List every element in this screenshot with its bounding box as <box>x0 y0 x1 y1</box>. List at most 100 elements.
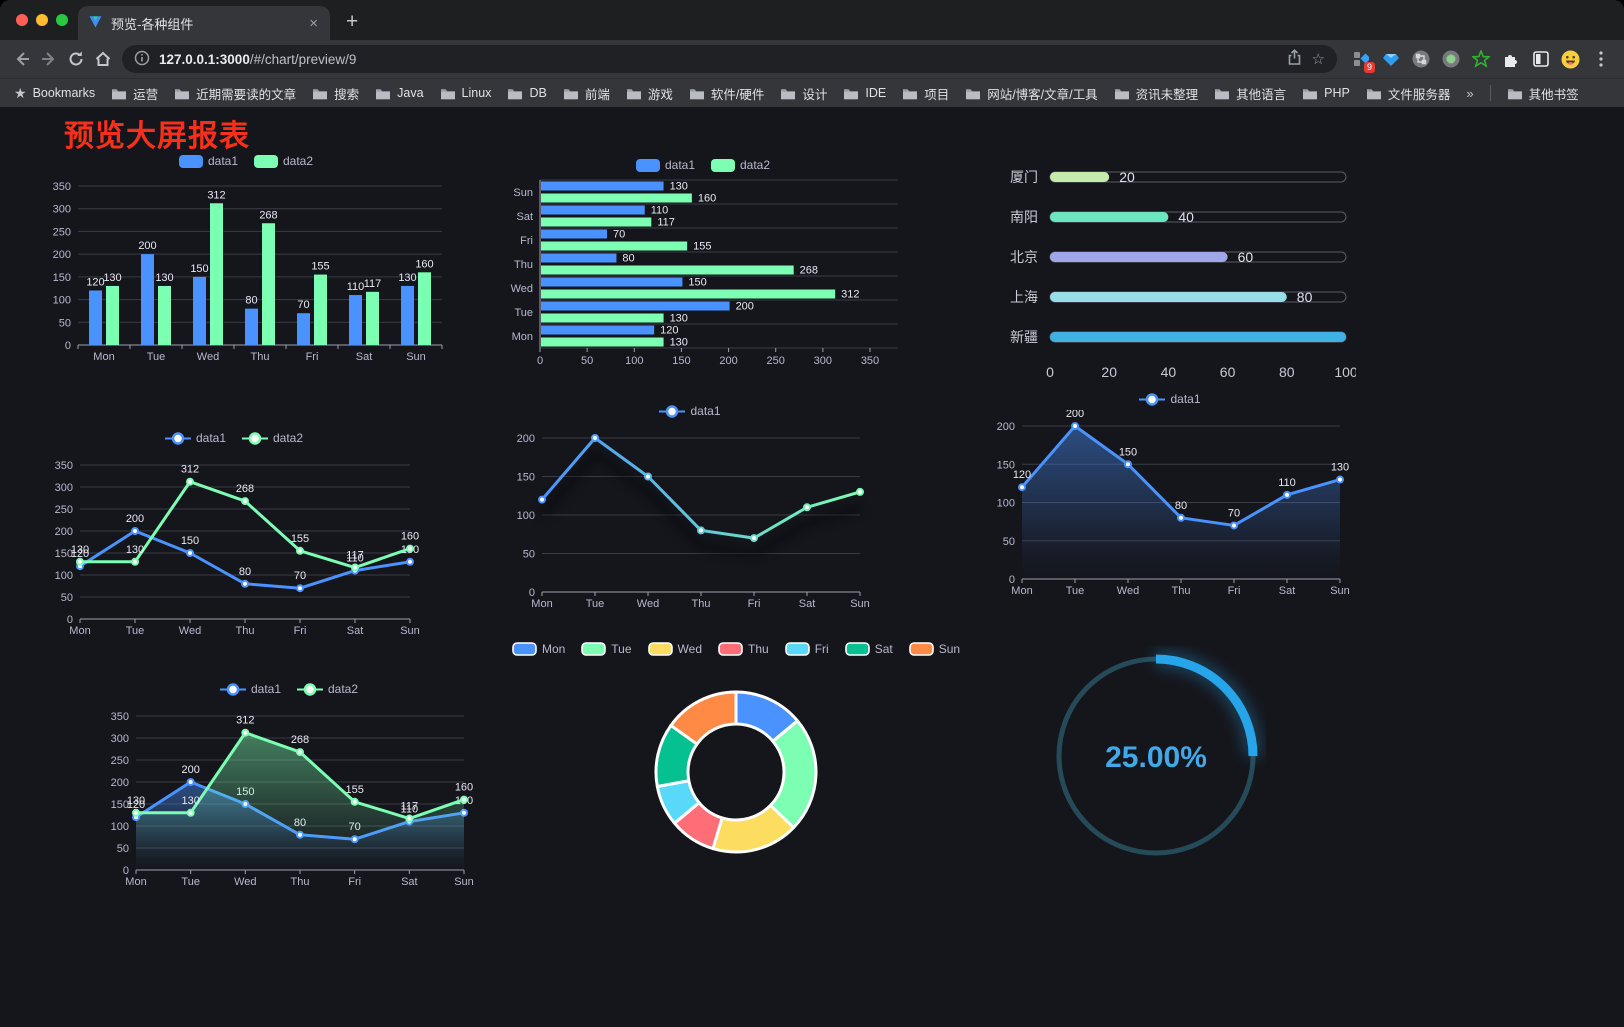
bookmark-folder[interactable]: 搜索 <box>312 84 359 103</box>
legend-item[interactable]: Wed <box>647 642 702 656</box>
bookmark-folder[interactable]: IDE <box>843 86 886 100</box>
svg-text:200: 200 <box>126 513 144 525</box>
svg-text:200: 200 <box>138 240 156 252</box>
maximize-window-button[interactable] <box>56 14 68 26</box>
bookmark-folder[interactable]: 设计 <box>780 84 827 103</box>
bookmark-folder[interactable]: 游戏 <box>626 84 673 103</box>
legend-item[interactable]: data1 <box>659 404 721 418</box>
svg-text:117: 117 <box>346 550 364 562</box>
reload-button[interactable] <box>62 46 89 73</box>
gem-extension-icon[interactable] <box>1381 50 1400 69</box>
legend-item[interactable]: data2 <box>711 158 770 172</box>
svg-text:200: 200 <box>719 355 737 367</box>
legend-item[interactable]: Fri <box>784 642 829 656</box>
svg-text:上海: 上海 <box>1010 289 1038 305</box>
bookmark-folder[interactable]: 项目 <box>902 84 949 103</box>
profile-avatar-icon[interactable] <box>1561 50 1580 69</box>
progress-bar-chart[interactable]: 厦门 20 南阳 40 北京 60 上海 80 新疆 100 0 20 40 60 80 100 <box>988 153 1379 385</box>
bookmark-folder[interactable]: 近期需要读的文章 <box>174 84 296 103</box>
green-star-extension-icon[interactable] <box>1471 50 1490 69</box>
url-text[interactable]: 127.0.0.1:3000/#/chart/preview/9 <box>159 52 356 67</box>
bookmark-star-icon[interactable]: ☆ <box>1311 51 1325 68</box>
bookmark-folder[interactable]: 资讯未整理 <box>1114 84 1198 103</box>
folder-icon <box>844 88 859 99</box>
svg-text:150: 150 <box>688 277 706 289</box>
horizontal-bar-chart[interactable]: data1 data2 0 50 100 150 200 250 300 350 Sun 130 160… <box>504 154 902 368</box>
bookmark-folder[interactable]: Java <box>375 86 424 100</box>
url-bar[interactable]: 127.0.0.1:3000/#/chart/preview/9 ☆ <box>122 45 1337 73</box>
browser-menu-icon[interactable] <box>1591 50 1610 69</box>
bookmarks-overflow-chevron[interactable]: » <box>1466 85 1474 101</box>
svg-text:Fri: Fri <box>306 351 319 363</box>
svg-text:Sun: Sun <box>1330 585 1350 597</box>
gauge-chart[interactable]: 25.00% <box>1046 646 1266 866</box>
svg-text:300: 300 <box>814 355 832 367</box>
folder-icon <box>781 88 796 99</box>
bookmark-folder[interactable]: PHP <box>1302 86 1350 100</box>
command-extension-icon[interactable] <box>1411 50 1430 69</box>
extension-blocks-icon[interactable]: 9 <box>1351 50 1375 73</box>
forward-button[interactable] <box>35 46 62 73</box>
new-tab-button[interactable]: + <box>346 10 359 33</box>
svg-text:117: 117 <box>657 217 675 229</box>
bookmark-folder[interactable]: 其他语言 <box>1214 84 1286 103</box>
gradient-line-chart[interactable]: data1 0 50 100 150 200 Mon Tue Wed Thu Fri Sat Sun <box>506 400 874 612</box>
browser-tab[interactable]: 预览-各种组件 × <box>78 6 330 40</box>
split-view-icon[interactable] <box>1531 50 1550 69</box>
svg-text:130: 130 <box>71 544 89 556</box>
chart-legend: data1 data2 <box>100 678 478 700</box>
legend-item[interactable]: data1 <box>1139 392 1201 406</box>
bookmark-folder[interactable]: 文件服务器 <box>1366 84 1451 103</box>
legend-item[interactable]: Tue <box>581 642 632 656</box>
dual-area-chart[interactable]: data1 data2 0 50 100 150 200 250 300 350 Mon Tue Wed… <box>100 678 478 890</box>
svg-text:新疆: 新疆 <box>1010 329 1038 345</box>
legend-item[interactable]: Sun <box>908 642 960 656</box>
site-info-icon[interactable] <box>134 50 150 69</box>
legend-item[interactable]: Mon <box>512 642 565 656</box>
svg-text:160: 160 <box>698 193 716 205</box>
legend-item[interactable]: data2 <box>242 431 303 445</box>
home-button[interactable] <box>89 46 116 73</box>
other-bookmarks-folder[interactable]: 其他书签 <box>1507 84 1579 103</box>
legend-item[interactable]: data2 <box>254 154 313 168</box>
folder-icon <box>175 88 190 99</box>
bookmark-folder-label: 文件服务器 <box>1387 87 1451 102</box>
legend-item[interactable]: data1 <box>164 431 226 445</box>
legend-label: Sat <box>874 642 893 656</box>
bookmarks-manager-item[interactable]: ★ Bookmarks <box>14 85 95 102</box>
svg-text:80: 80 <box>245 295 257 307</box>
extensions-puzzle-icon[interactable] <box>1501 50 1520 69</box>
svg-text:268: 268 <box>259 209 277 221</box>
record-extension-icon[interactable] <box>1441 50 1460 69</box>
url-path: /#/chart/preview/9 <box>249 51 357 67</box>
svg-text:130: 130 <box>127 795 145 807</box>
multi-line-chart[interactable]: data1 data2 0 50 100 150 200 250 300 350 Mon Tue Wed… <box>44 427 424 639</box>
legend-item[interactable]: data1 <box>219 682 281 696</box>
close-window-button[interactable] <box>16 14 28 26</box>
legend-item[interactable]: data1 <box>178 154 238 168</box>
single-area-chart[interactable]: data1 0 50 100 150 200 Mon Tue Wed Thu Fri Sat Sun 12… <box>986 388 1354 599</box>
bookmark-folder[interactable]: Linux <box>440 86 491 100</box>
bookmark-folder[interactable]: DB <box>507 86 547 100</box>
svg-text:100: 100 <box>1334 364 1356 380</box>
tab-close-icon[interactable]: × <box>309 14 318 32</box>
legend-item[interactable]: Sat <box>844 642 893 656</box>
svg-text:200: 200 <box>1066 410 1084 420</box>
bookmark-folder[interactable]: 网站/博客/文章/工具 <box>965 84 1098 103</box>
legend-item[interactable]: data2 <box>297 682 358 696</box>
share-icon[interactable] <box>1286 49 1303 69</box>
legend-item[interactable]: data1 <box>635 158 695 172</box>
bookmark-folder[interactable]: 前端 <box>563 84 610 103</box>
svg-text:350: 350 <box>55 460 73 472</box>
donut-chart[interactable]: Mon Tue Wed Thu Fri Sat Sun <box>512 638 960 882</box>
svg-text:Fri: Fri <box>1228 585 1241 597</box>
svg-text:20: 20 <box>1119 169 1135 185</box>
grouped-bar-chart[interactable]: data1 data2 0 50 100 150 200 250 300 350 Mon 120 130… <box>42 150 450 365</box>
svg-text:Sat: Sat <box>356 351 373 363</box>
bookmark-folder[interactable]: 运营 <box>111 84 158 103</box>
minimize-window-button[interactable] <box>36 14 48 26</box>
legend-item[interactable]: Thu <box>718 642 769 656</box>
bookmark-folder[interactable]: 软件/硬件 <box>689 84 764 103</box>
svg-text:130: 130 <box>398 272 416 284</box>
back-button[interactable] <box>8 46 35 73</box>
